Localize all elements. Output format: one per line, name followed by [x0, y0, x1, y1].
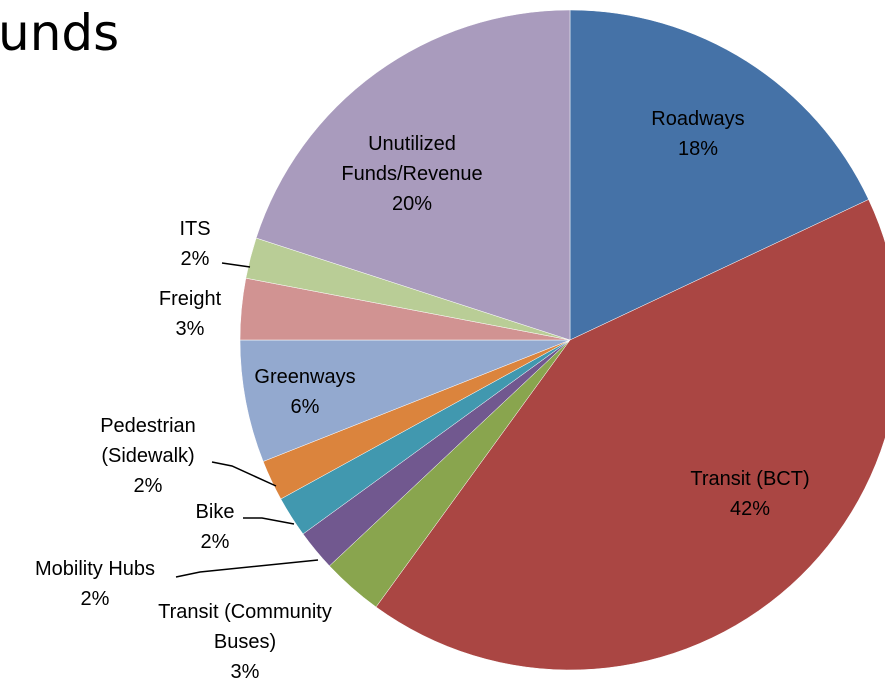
slice-value-label: 2% — [181, 248, 210, 270]
slice-label-line: Roadways — [651, 108, 744, 130]
slice-label-line: Buses) — [214, 631, 276, 653]
slice-label-line: ITS — [179, 218, 210, 240]
slice-value-label: 2% — [201, 531, 230, 553]
pie-slice — [375, 199, 885, 671]
slice-value-label: 3% — [176, 318, 205, 340]
slice-label: Unutilized Funds/Revenue 20% — [341, 133, 482, 215]
slice-label: Bike 2% — [196, 501, 235, 553]
slice-label: Greenways 6% — [254, 366, 355, 418]
leader-line — [243, 517, 295, 525]
slice-value-label: 42% — [730, 498, 770, 520]
pie-slice — [569, 9, 869, 341]
slice-label: Freight 3% — [159, 288, 222, 340]
slice-label: Roadways 18% — [651, 108, 744, 160]
leader-lines — [175, 262, 319, 578]
chart-title: unds — [0, 4, 119, 62]
slice-label-line: Pedestrian — [100, 415, 196, 437]
slice-value-label: 18% — [678, 138, 718, 160]
slice-label-line: Unutilized — [368, 133, 456, 155]
slice-label: ITS 2% — [179, 218, 210, 270]
slice-label: Transit (Community Buses) 3% — [158, 601, 332, 683]
slice-label-line: Transit (Community — [158, 601, 332, 623]
leader-line — [221, 262, 251, 268]
slice-label: Pedestrian (Sidewalk) 2% — [100, 415, 196, 497]
slice-value-label: 2% — [81, 588, 110, 610]
leader-line — [175, 559, 319, 578]
leader-line — [211, 461, 277, 487]
slice-label-line: (Sidewalk) — [101, 445, 194, 467]
slice-label: Mobility Hubs 2% — [35, 558, 155, 610]
slices — [239, 9, 885, 671]
slice-label-line: Bike — [196, 501, 235, 523]
pie-slice — [255, 9, 571, 341]
slice-label-line: Mobility Hubs — [35, 558, 155, 580]
slice-label-line: Funds/Revenue — [341, 163, 482, 185]
slice-value-label: 6% — [291, 396, 320, 418]
pie-slice — [239, 339, 571, 462]
slice-label-line: Transit (BCT) — [690, 468, 809, 490]
slice-label-line: Freight — [159, 288, 222, 310]
slice-label: Transit (BCT) 42% — [690, 468, 809, 520]
slice-label-line: Greenways — [254, 366, 355, 388]
slice-value-label: 3% — [231, 661, 260, 683]
slice-value-label: 20% — [392, 193, 432, 215]
slice-value-label: 2% — [134, 475, 163, 497]
